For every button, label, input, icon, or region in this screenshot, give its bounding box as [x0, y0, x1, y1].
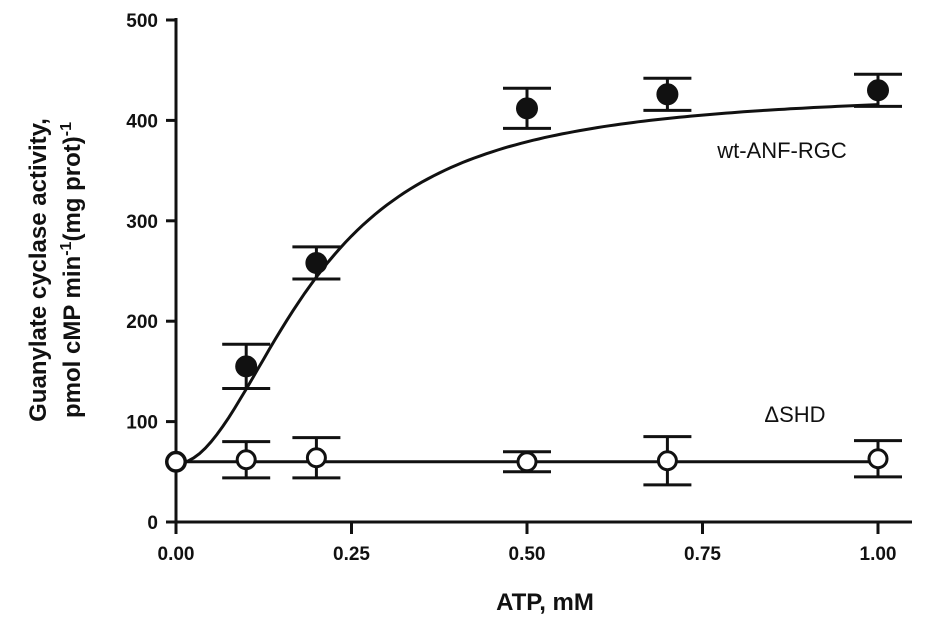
data-point-wt-anf-rgc — [503, 86, 551, 130]
fit-curve-wt-anf-rgc — [175, 103, 879, 466]
y-tick-label: 400 — [126, 111, 158, 132]
y-ticks: 0 100 200 300 400 500 — [126, 11, 176, 534]
x-ticks: 0.00 0.25 0.50 0.75 1.00 — [158, 522, 897, 565]
y-axis-title-line1: Guanylate cyclase activity, — [25, 118, 52, 422]
x-tick-label: 1.00 — [860, 544, 897, 565]
y-axis-title: Guanylate cyclase activity, — [25, 118, 52, 422]
marker-filled — [516, 97, 538, 120]
marker-open — [867, 448, 889, 470]
data-point-wt-anf-rgc — [292, 245, 341, 281]
data-point-wt-anf-rgc — [854, 72, 902, 108]
marker-open — [516, 451, 538, 473]
marker-open — [235, 449, 257, 471]
data-point-delta-shd — [503, 450, 551, 474]
y-tick-label: 0 — [147, 513, 158, 534]
y-tick-label: 500 — [126, 11, 158, 32]
data-point-wt-anf-rgc — [222, 342, 271, 390]
series-label-wt-anf-rgc: wt-ANF-RGC — [716, 138, 847, 163]
axes — [174, 18, 912, 524]
marker-open — [305, 447, 327, 469]
data-point-delta-shd — [292, 436, 341, 480]
y-axis-title-line2: pmol cMP min-1(mg prot)-1 — [58, 122, 86, 418]
x-tick-label: 0.00 — [158, 544, 195, 565]
y-units-main: pmol cMP min — [59, 256, 86, 418]
data-point-delta-shd — [222, 440, 271, 480]
series-label-delta-shd: ΔSHD — [764, 402, 825, 427]
x-tick-label: 0.50 — [509, 544, 546, 565]
y-units-mid: (mg prot) — [59, 136, 86, 241]
marker-filled — [867, 79, 889, 102]
data-point-wt-anf-rgc — [643, 76, 692, 112]
marker-open — [656, 450, 678, 472]
y-tick-label: 200 — [126, 312, 158, 333]
x-axis-title: ATP, mM — [496, 589, 594, 616]
marker-filled — [656, 83, 679, 106]
marker-filled — [235, 355, 258, 378]
marker-open — [165, 451, 187, 473]
x-tick-label: 0.75 — [684, 544, 721, 565]
data-point-delta-shd — [854, 439, 902, 479]
y-tick-label: 300 — [126, 212, 158, 233]
marker-filled — [305, 251, 328, 274]
y-units-sup2: -1 — [58, 122, 75, 136]
data-point-delta-shd — [643, 435, 692, 487]
x-tick-label: 0.25 — [333, 544, 370, 565]
y-tick-label: 100 — [126, 413, 158, 434]
y-units-sup1: -1 — [58, 241, 75, 255]
y-axis-title-units: pmol cMP min-1(mg prot)-1 — [58, 122, 86, 418]
data-point-delta-shd — [165, 451, 187, 473]
data-points — [165, 72, 902, 487]
